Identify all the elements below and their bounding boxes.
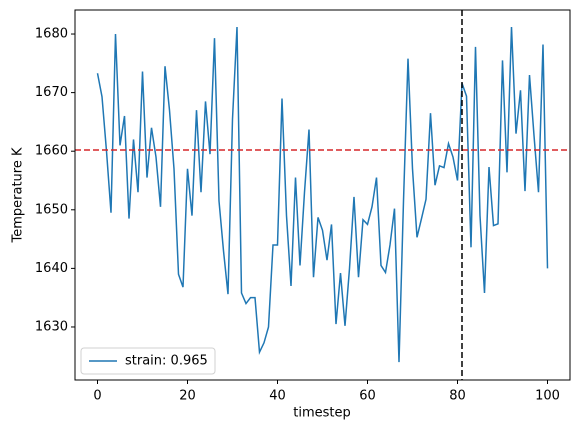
x-tick-label: 40 <box>269 389 286 404</box>
y-axis-label: Temperature K <box>11 147 26 243</box>
x-tick-label: 80 <box>449 389 466 404</box>
legend-label: strain: 0.965 <box>125 354 208 369</box>
y-tick-label: 1650 <box>35 202 68 217</box>
y-tick-label: 1680 <box>35 27 68 42</box>
data-line <box>96 26 549 363</box>
plot-frame <box>74 9 571 381</box>
x-tick-label: 20 <box>179 389 196 404</box>
x-tick-label: 60 <box>359 389 376 404</box>
y-tick-label: 1640 <box>35 261 68 276</box>
y-tick-label: 1630 <box>35 319 68 334</box>
x-tick-label: 100 <box>535 389 560 404</box>
y-tick-label: 1670 <box>35 85 68 100</box>
y-tick-label: 1660 <box>35 144 68 159</box>
x-tick-label: 0 <box>93 389 101 404</box>
x-axis-label: timestep <box>293 406 351 421</box>
legend-box <box>80 347 216 375</box>
